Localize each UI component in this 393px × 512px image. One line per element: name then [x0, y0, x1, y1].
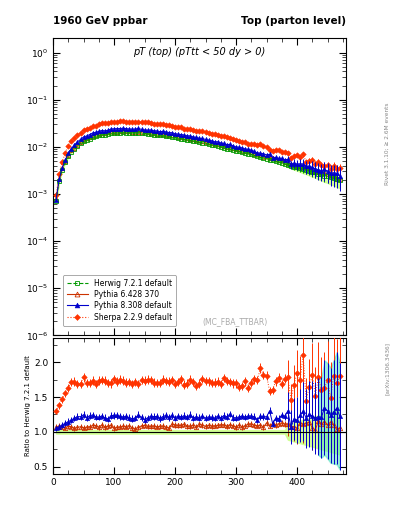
Text: [arXiv:1306.3436]: [arXiv:1306.3436]: [385, 342, 390, 395]
Text: 1960 GeV ppbar: 1960 GeV ppbar: [53, 16, 147, 27]
Text: Rivet 3.1.10; ≥ 2.6M events: Rivet 3.1.10; ≥ 2.6M events: [385, 102, 390, 185]
Text: (MC_FBA_TTBAR): (MC_FBA_TTBAR): [202, 317, 267, 327]
Text: pT (top) (pTtt < 50 dy > 0): pT (top) (pTtt < 50 dy > 0): [133, 47, 266, 57]
Y-axis label: Ratio to Herwig 7.2.1 default: Ratio to Herwig 7.2.1 default: [25, 355, 31, 456]
Legend: Herwig 7.2.1 default, Pythia 6.428 370, Pythia 8.308 default, Sherpa 2.2.9 defau: Herwig 7.2.1 default, Pythia 6.428 370, …: [63, 275, 176, 326]
Text: Top (parton level): Top (parton level): [241, 16, 346, 27]
